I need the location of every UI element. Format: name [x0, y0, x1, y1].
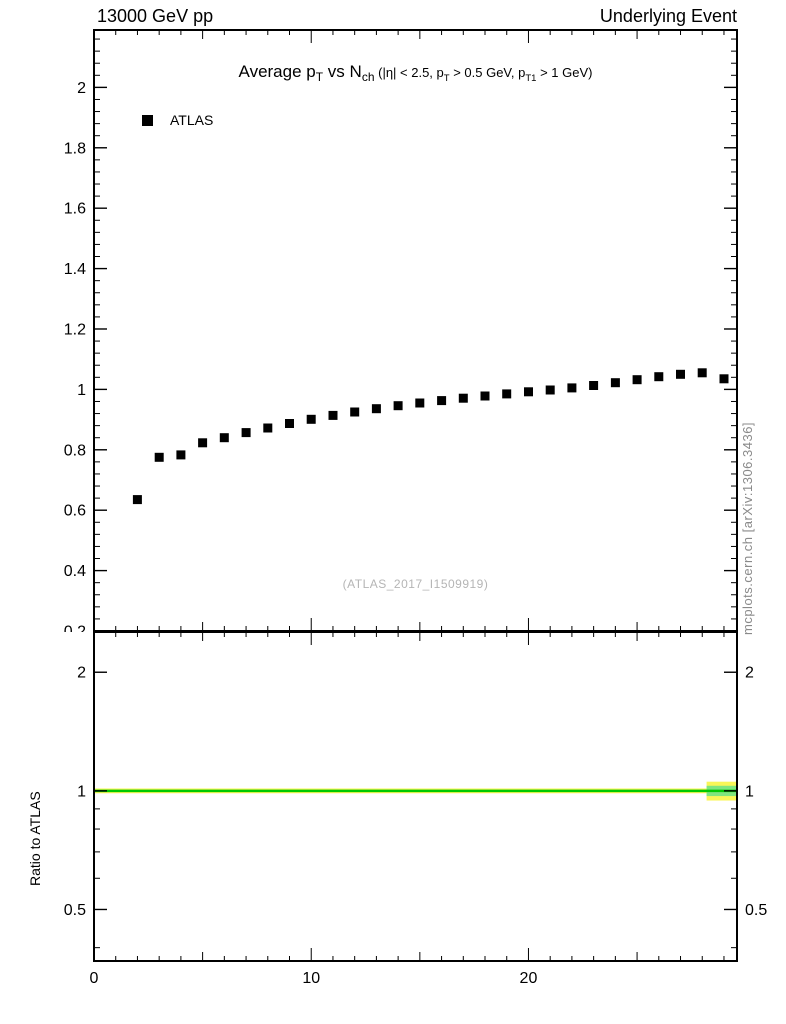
title-segment: T — [443, 73, 450, 84]
title-segment: > 0.5 GeV, p — [449, 65, 526, 80]
x-tick-label: 10 — [302, 970, 320, 987]
ratio-panel-background — [0, 632, 786, 1024]
data-point — [589, 381, 599, 390]
legend: ATLAS — [142, 112, 213, 128]
ratio-y-tick-label-left: 0.5 — [64, 902, 86, 919]
ratio-y-tick-label-left: 2 — [77, 665, 86, 682]
data-point — [545, 385, 555, 395]
ratio-y-tick-label-right: 2 — [745, 665, 754, 682]
data-point — [610, 378, 620, 388]
data-point — [415, 398, 425, 408]
legend-filled-square-marker — [142, 114, 153, 126]
data-point — [480, 391, 490, 401]
title-segment: vs N — [323, 62, 362, 81]
data-point — [198, 438, 208, 448]
data-point — [285, 419, 294, 428]
title-segment: Average p — [238, 62, 316, 81]
data-point — [676, 369, 685, 379]
data-point — [132, 495, 142, 505]
data-point — [697, 368, 707, 378]
ratio-frame — [93, 631, 738, 962]
data-point — [393, 401, 403, 411]
plot-title: Average pT vs Nch (|η| < 2.5, pT > 0.5 G… — [94, 62, 737, 84]
y-tick-label: 0.4 — [64, 563, 86, 580]
data-point — [632, 375, 642, 385]
title-segment: > 1 GeV) — [536, 65, 593, 80]
header-beam-energy: 13000 GeV pp — [97, 6, 214, 26]
x-tick-label: 0 — [90, 970, 99, 987]
data-point — [241, 428, 251, 438]
ratio-axis-label: Ratio to ATLAS — [27, 791, 43, 886]
y-tick-label: 1 — [77, 382, 86, 399]
data-point — [502, 389, 512, 399]
data-point — [154, 452, 164, 462]
data-point — [654, 372, 664, 382]
data-point — [719, 374, 729, 384]
y-tick-label: 1.6 — [64, 201, 86, 218]
data-point — [350, 407, 360, 417]
y-tick-label: 2 — [77, 80, 86, 97]
title-segment: T1 — [525, 73, 537, 84]
ratio-y-tick-label-left: 1 — [77, 783, 86, 800]
y-tick-label: 0.8 — [64, 442, 86, 459]
main-data-points — [132, 368, 729, 505]
ratio-y-tick-label-right: 1 — [745, 783, 754, 800]
data-point — [437, 396, 447, 406]
data-point — [458, 393, 468, 403]
data-point — [328, 410, 338, 420]
data-point — [219, 433, 229, 443]
ratio-tick-labels: 0.5 0.51 12 20 10 20 — [64, 665, 768, 987]
data-point — [371, 404, 381, 414]
y-tick-label: 1.2 — [64, 321, 86, 338]
y-tick-label: 0.6 — [64, 503, 86, 520]
source-attribution-text: mcplots.cern.ch [arXiv:1306.3436] — [740, 421, 755, 635]
y-tick-label: 1.8 — [64, 140, 86, 157]
legend-label: ATLAS — [170, 112, 214, 128]
data-point — [567, 383, 577, 393]
title-segment: (|η| < 2.5, p — [374, 65, 444, 80]
ratio-bands — [94, 781, 737, 801]
title-segment: ch — [361, 70, 375, 84]
data-point — [306, 414, 316, 424]
data-point — [524, 387, 533, 397]
main-y-tick-labels: 0.20.40.60.811.21.41.61.82 — [64, 80, 86, 641]
data-point — [176, 450, 186, 460]
header-analysis-type: Underlying Event — [599, 6, 737, 26]
analysis-id-watermark: (ATLAS_2017_I1509919) — [342, 577, 489, 591]
ratio-y-tick-label-right: 0.5 — [745, 902, 767, 919]
data-point — [263, 423, 273, 433]
y-tick-label: 1.4 — [64, 261, 86, 278]
title-segment: T — [315, 70, 324, 84]
x-tick-label: 20 — [520, 970, 538, 987]
